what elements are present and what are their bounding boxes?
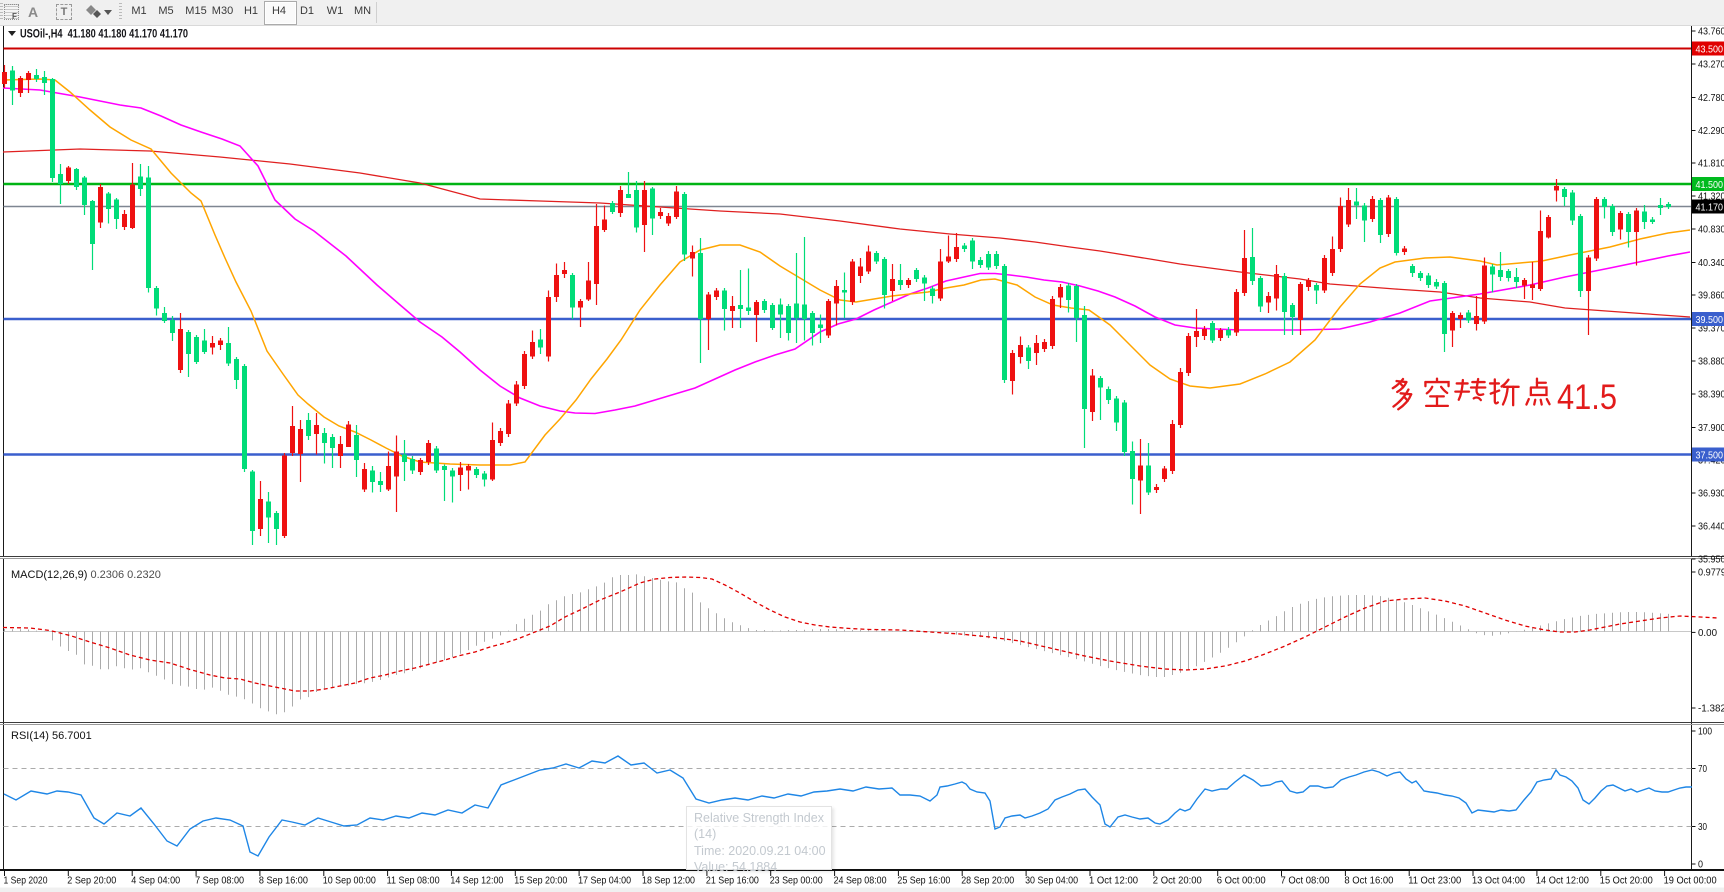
svg-text:11 Sep 08:00: 11 Sep 08:00 [387,875,440,887]
svg-text:100: 100 [1698,726,1712,738]
svg-text:40.830: 40.830 [1698,224,1724,236]
svg-text:38.880: 38.880 [1698,356,1724,368]
svg-text:10 Sep 00:00: 10 Sep 00:00 [323,875,376,887]
svg-text:30 Sep 04:00: 30 Sep 04:00 [1025,875,1078,887]
svg-text:13 Oct 04:00: 13 Oct 04:00 [1472,875,1525,887]
svg-text:37.500: 37.500 [1696,450,1724,462]
svg-text:11 Oct 23:00: 11 Oct 23:00 [1408,875,1461,887]
svg-text:23 Sep 00:00: 23 Sep 00:00 [770,875,823,887]
svg-text:41.170: 41.170 [1696,202,1724,214]
svg-text:14 Oct 12:00: 14 Oct 12:00 [1536,875,1589,887]
svg-text:15 Oct 20:00: 15 Oct 20:00 [1600,875,1653,887]
svg-text:0: 0 [1698,859,1703,871]
svg-text:41.810: 41.810 [1698,158,1724,170]
svg-text:1 Oct 12:00: 1 Oct 12:00 [1089,875,1138,887]
svg-text:25 Sep 16:00: 25 Sep 16:00 [897,875,950,887]
svg-text:36.440: 36.440 [1698,521,1724,533]
svg-text:43.760: 43.760 [1698,26,1724,38]
svg-text:19 Oct 00:00: 19 Oct 00:00 [1664,875,1717,887]
svg-text:8 Sep 16:00: 8 Sep 16:00 [259,875,308,887]
svg-text:36.930: 36.930 [1698,488,1724,500]
svg-text:39.860: 39.860 [1698,290,1724,302]
svg-text:24 Sep 08:00: 24 Sep 08:00 [834,875,887,887]
svg-text:35.950: 35.950 [1698,554,1724,566]
svg-text:41.5: 41.5 [1557,378,1617,417]
svg-text:28 Sep 20:00: 28 Sep 20:00 [961,875,1014,887]
svg-text:7 Oct 08:00: 7 Oct 08:00 [1281,875,1330,887]
svg-text:18 Sep 12:00: 18 Sep 12:00 [642,875,695,887]
svg-text:2 Oct 20:00: 2 Oct 20:00 [1153,875,1202,887]
svg-text:7 Sep 08:00: 7 Sep 08:00 [195,875,244,887]
svg-text:43.270: 43.270 [1698,59,1724,71]
svg-text:RSI(14) 56.7001: RSI(14) 56.7001 [11,730,92,742]
svg-text:30: 30 [1698,821,1707,833]
svg-text:41.500: 41.500 [1696,179,1724,191]
svg-text:42.780: 42.780 [1698,92,1724,104]
svg-text:4 Sep 04:00: 4 Sep 04:00 [131,875,180,887]
svg-text:1 Sep 2020: 1 Sep 2020 [4,875,48,887]
svg-text:17 Sep 04:00: 17 Sep 04:00 [578,875,631,887]
svg-text:42.290: 42.290 [1698,125,1724,137]
svg-text:8 Oct 16:00: 8 Oct 16:00 [1344,875,1393,887]
svg-text:6 Oct 00:00: 6 Oct 00:00 [1217,875,1266,887]
svg-text:2 Sep 20:00: 2 Sep 20:00 [67,875,116,887]
svg-text:21 Sep 16:00: 21 Sep 16:00 [706,875,759,887]
svg-text:39.500: 39.500 [1696,314,1724,326]
svg-text:70: 70 [1698,763,1707,775]
svg-text:37.900: 37.900 [1698,422,1724,434]
svg-text:43.500: 43.500 [1696,44,1724,56]
svg-text:38.390: 38.390 [1698,389,1724,401]
svg-text:MACD(12,26,9) 0.2306 0.2320: MACD(12,26,9) 0.2306 0.2320 [11,569,161,581]
svg-text:USOil-,H4 41.180 41.180 41.17: USOil-,H4 41.180 41.180 41.170 41.170 [20,27,188,41]
svg-text:0.00: 0.00 [1698,627,1717,639]
svg-text:40.340: 40.340 [1698,257,1724,269]
svg-text:15 Sep 20:00: 15 Sep 20:00 [514,875,567,887]
svg-text:0.9779: 0.9779 [1698,567,1724,579]
svg-text:-1.382: -1.382 [1698,703,1724,715]
svg-text:14 Sep 12:00: 14 Sep 12:00 [450,875,503,887]
